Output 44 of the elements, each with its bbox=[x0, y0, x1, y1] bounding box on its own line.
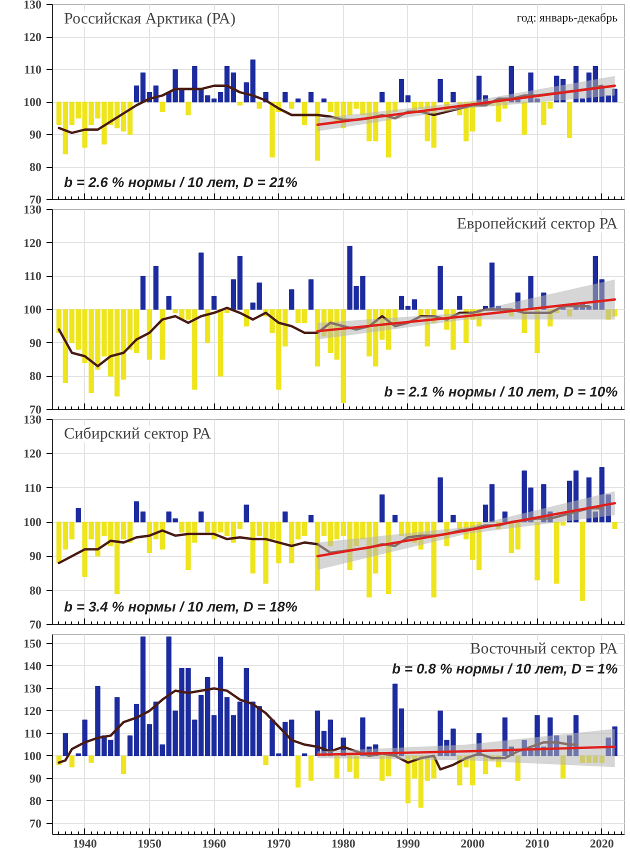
x-tick-label: 1990 bbox=[396, 836, 420, 850]
y-tick-label: 110 bbox=[24, 269, 42, 284]
chart-title: Сибирский сектор РА bbox=[64, 426, 212, 443]
annotation: b = 2.1 % нормы / 10 лет, D = 10% bbox=[384, 384, 618, 400]
y-tick-label: 120 bbox=[24, 236, 42, 250]
y-tick-label: 110 bbox=[24, 62, 42, 76]
y-tick-label: 80 bbox=[30, 369, 42, 384]
x-tick-label: 2010 bbox=[525, 836, 550, 850]
chart-title: Европейский сектор РА bbox=[456, 216, 618, 232]
x-tick-label: 1980 bbox=[331, 836, 356, 850]
y-tick-label: 80 bbox=[30, 794, 42, 808]
annotation: год: январь-декабрь bbox=[516, 10, 618, 24]
y-tick-label: 80 bbox=[30, 160, 42, 174]
y-tick-label: 140 bbox=[24, 658, 42, 673]
y-tick-label: 100 bbox=[24, 95, 42, 109]
y-tick-label: 130 bbox=[24, 681, 42, 696]
y-tick-label: 100 bbox=[24, 515, 42, 529]
x-tick-label: 1970 bbox=[266, 836, 291, 850]
x-tick-label: 1960 bbox=[202, 836, 226, 850]
y-tick-label: 100 bbox=[24, 748, 42, 763]
chart-title: Российская Арктика (РА) bbox=[64, 10, 236, 28]
y-tick-label: 110 bbox=[24, 480, 42, 495]
y-tick-label: 150 bbox=[24, 636, 42, 650]
y-tick-label: 90 bbox=[30, 336, 42, 350]
x-tick-label: 1950 bbox=[137, 836, 162, 850]
y-tick-label: 90 bbox=[30, 771, 42, 786]
annotation: b = 3.4 % нормы / 10 лет, D = 18% bbox=[64, 598, 298, 614]
y-tick-label: 110 bbox=[24, 726, 42, 740]
y-tick-label: 90 bbox=[30, 549, 42, 564]
y-tick-label: 120 bbox=[24, 30, 42, 44]
y-tick-label: 70 bbox=[30, 618, 42, 632]
chart-title: Восточный сектор РА bbox=[470, 640, 618, 658]
annotation: b = 0.8 % нормы / 10 лет, D = 1% bbox=[392, 660, 618, 676]
y-tick-label: 100 bbox=[24, 302, 42, 316]
annotation: b = 2.6 % нормы / 10 лет, D = 21% bbox=[64, 174, 298, 190]
y-tick-label: 120 bbox=[24, 446, 42, 461]
y-tick-label: 120 bbox=[24, 704, 42, 718]
x-tick-label: 2020 bbox=[590, 836, 614, 850]
y-tick-label: 70 bbox=[30, 816, 42, 830]
y-tick-label: 80 bbox=[30, 583, 42, 598]
y-tick-label: 90 bbox=[30, 128, 42, 142]
x-tick-label: 1940 bbox=[72, 836, 97, 850]
y-tick-label: 130 bbox=[24, 0, 42, 12]
x-tick-label: 2000 bbox=[460, 836, 485, 850]
